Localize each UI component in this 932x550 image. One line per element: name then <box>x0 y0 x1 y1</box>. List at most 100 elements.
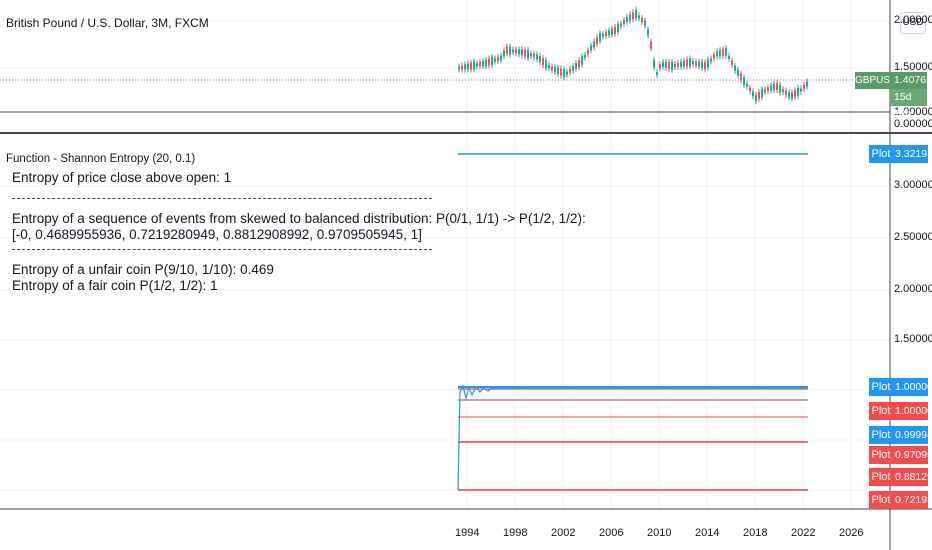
candle-body <box>734 65 736 71</box>
plot-tag-label: Plot <box>869 145 893 163</box>
candle-body <box>485 60 487 66</box>
candle-body <box>719 50 721 57</box>
info-separator <box>12 198 432 199</box>
candle-body <box>689 58 691 67</box>
y-axis-label: 1.50000 <box>894 61 932 73</box>
info-separator <box>12 249 432 250</box>
plot-line-close-entropy <box>457 384 808 491</box>
candle-body <box>797 87 799 96</box>
candle-body <box>551 66 553 71</box>
candle-body <box>596 37 598 45</box>
candle-body <box>695 61 697 66</box>
candle-body <box>761 89 763 98</box>
candle-body <box>578 60 580 68</box>
candle-body <box>548 64 550 68</box>
candle-body <box>653 59 655 68</box>
candle-body <box>530 53 532 57</box>
candle-body <box>581 56 583 65</box>
candle-body <box>635 10 637 18</box>
candle-body <box>638 15 640 19</box>
candle-body <box>545 60 547 68</box>
candle-body <box>518 49 520 55</box>
candle-body <box>500 55 502 61</box>
candle-body <box>698 61 700 67</box>
candle-body <box>599 33 601 42</box>
candle-body <box>557 67 559 74</box>
indicator-y-label: 2.00000 <box>894 283 932 295</box>
candle-body <box>473 61 475 70</box>
candle-body <box>533 53 535 58</box>
indicator-y-label: 2.50000 <box>894 231 932 243</box>
time-axis-label: 1994 <box>455 527 480 539</box>
candle-body <box>686 59 688 67</box>
candle-body <box>794 90 796 98</box>
candle-body <box>659 64 661 69</box>
candle-body <box>767 87 769 92</box>
candle-body <box>575 63 577 69</box>
candle-body <box>563 69 565 78</box>
candle-body <box>710 58 712 62</box>
plot-tag-label: Plot <box>869 426 893 444</box>
candle-body <box>707 59 709 68</box>
candle-body <box>641 18 643 22</box>
candle-body <box>461 65 463 70</box>
plot-tag-label: Plot <box>869 468 893 486</box>
candle-body <box>752 91 754 97</box>
candle-body <box>662 61 664 67</box>
candle-body <box>683 60 685 67</box>
candle-body <box>674 64 676 68</box>
candle-body <box>758 92 760 100</box>
candle-body <box>506 46 508 54</box>
candle-body <box>521 49 523 56</box>
indicator-y-label: 3.00000 <box>894 179 932 191</box>
candle-body <box>716 51 718 57</box>
plot-tag-value: 3.32193 <box>893 145 932 163</box>
candle-body <box>791 92 793 99</box>
candle-body <box>467 63 469 70</box>
candle-body <box>512 49 514 53</box>
main-pane-title: British Pound / U.S. Dollar, 3M, FXCM <box>6 16 209 30</box>
y-axis-label: 2.00000 <box>894 14 932 26</box>
plot-tag-label: Plot <box>869 402 893 420</box>
candle-body <box>656 72 658 76</box>
candle-body <box>722 49 724 57</box>
candle-body <box>701 61 703 68</box>
candle-body <box>572 65 574 71</box>
candle-body <box>740 73 742 81</box>
candle-body <box>749 87 751 92</box>
candle-body <box>713 54 715 59</box>
candle-body <box>605 32 607 36</box>
plot-tag-value: 0.88129 <box>893 468 932 486</box>
candle-body <box>725 48 727 56</box>
candle-body <box>626 16 628 22</box>
plot-tag-value: 1.00000 <box>893 402 932 420</box>
candle-body <box>497 57 499 61</box>
plot-tag-label: Plot <box>869 491 893 509</box>
bar-countdown: 15d 12h <box>890 89 927 120</box>
info-line: Entropy of a sequence of events from ske… <box>12 211 586 226</box>
time-axis-label: 2002 <box>551 527 576 539</box>
candle-body <box>509 46 511 55</box>
symbol-tag: GBPUSD <box>855 72 897 89</box>
time-axis-label: 2010 <box>647 527 672 539</box>
candle-body <box>587 50 589 55</box>
candle-body <box>665 61 667 68</box>
y-axis-label: 1.00000 <box>894 106 932 118</box>
candle-body <box>476 63 478 67</box>
currency-button[interactable]: USD <box>900 12 926 34</box>
candle-body <box>479 62 481 67</box>
plot-tag-label: Plot <box>869 378 893 396</box>
candle-body <box>542 58 544 66</box>
candle-body <box>770 85 772 91</box>
candle-body <box>746 83 748 87</box>
candle-body <box>743 77 745 86</box>
candle-body <box>731 60 733 65</box>
candle-body <box>779 84 781 93</box>
candle-body <box>503 50 505 57</box>
candle-body <box>764 89 766 93</box>
candle-body <box>608 30 610 36</box>
candle-body <box>680 61 682 67</box>
candle-body <box>491 57 493 65</box>
candle-body <box>692 61 694 65</box>
